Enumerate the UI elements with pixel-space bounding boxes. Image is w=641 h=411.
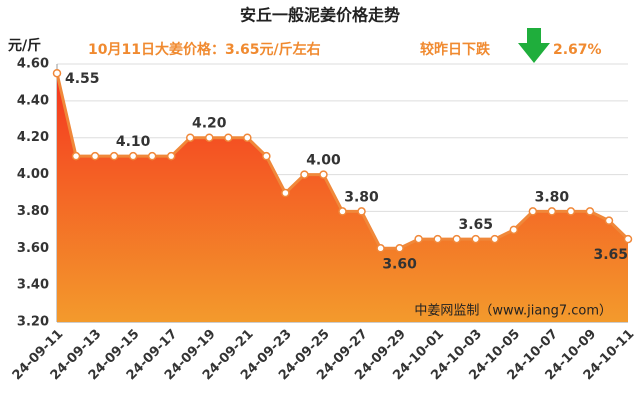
y-tick-label: 4.00 (17, 167, 49, 182)
point (528, 207, 538, 216)
y-tick-label: 3.40 (17, 278, 49, 293)
point (566, 207, 576, 216)
point (71, 151, 81, 161)
point (585, 207, 595, 216)
point (452, 234, 461, 244)
point (166, 151, 176, 161)
point (300, 170, 309, 179)
y-tick-label: 3.20 (17, 315, 49, 330)
point (224, 133, 233, 142)
value-label: 3.65 (458, 217, 493, 233)
y-tick-label: 4.20 (17, 130, 49, 145)
point (547, 207, 557, 216)
point (128, 151, 138, 161)
area (57, 73, 628, 322)
point (414, 234, 423, 244)
point (376, 244, 385, 253)
value-label: 4.00 (306, 153, 341, 169)
point (109, 151, 119, 161)
value-label: 3.65 (593, 247, 628, 263)
point (357, 207, 366, 216)
value-label: 4.10 (116, 134, 151, 150)
y-axis-label: 元/斤 (8, 37, 41, 54)
point (395, 244, 404, 253)
annotation: 较昨日下跌 (420, 41, 491, 58)
point (185, 133, 195, 142)
value-label: 4.55 (65, 71, 100, 87)
y-tick-label: 4.60 (17, 57, 49, 72)
point (490, 234, 500, 244)
point (52, 68, 62, 78)
annotation: 2.67% (553, 42, 602, 58)
value-label: 3.80 (344, 189, 379, 205)
y-tick-label: 4.40 (17, 93, 49, 108)
point (433, 234, 442, 244)
point (604, 216, 614, 225)
point (509, 225, 519, 235)
point (338, 207, 347, 216)
down-arrow (518, 28, 550, 63)
point (262, 151, 271, 161)
point (90, 151, 100, 161)
chart-title: 安丘一般泥姜价格走势 (240, 6, 400, 25)
point (623, 234, 633, 244)
point (281, 188, 290, 198)
value-label: 4.20 (192, 116, 227, 132)
point (147, 151, 157, 161)
point (319, 170, 328, 179)
point (243, 133, 252, 142)
y-tick-label: 3.80 (17, 204, 49, 219)
value-label: 3.60 (382, 256, 417, 272)
point (471, 234, 480, 244)
annotation: 10月11日大姜价格：3.65元/斤左右 (88, 41, 321, 58)
y-tick-label: 3.60 (17, 241, 49, 256)
watermark: 中姜网监制（www.jiang7.com） (414, 304, 612, 319)
value-label: 3.80 (535, 189, 570, 205)
point (205, 133, 214, 142)
